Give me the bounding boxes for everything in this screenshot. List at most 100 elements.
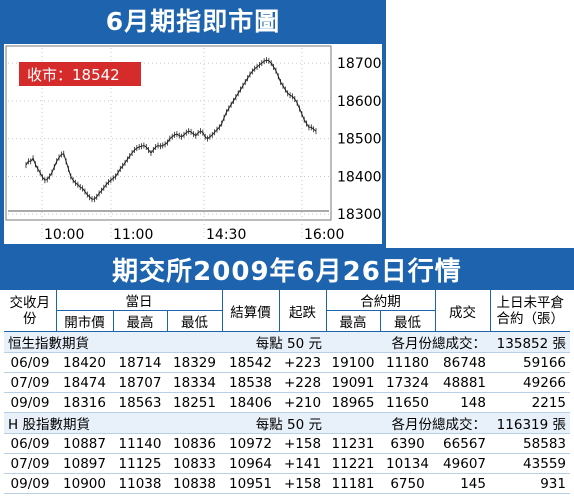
cell-open: 18474 — [56, 372, 113, 393]
section-total-label: 各月份總成交： — [326, 331, 490, 353]
header-contract-low: 最低 — [380, 310, 436, 332]
section-name: H 股指數期貨 — [4, 412, 222, 434]
header-delivery-month: 交收月份 — [4, 290, 57, 332]
cell-open-interest: 931 — [490, 473, 570, 494]
cell-settle: 18542 — [222, 352, 279, 373]
header-contract: 合約期 — [326, 290, 436, 311]
cell-contract-high: 11181 — [326, 473, 380, 494]
cell-open-interest: 58583 — [490, 433, 570, 454]
cell-contract-low: 17324 — [380, 372, 435, 393]
cell-open-interest: 59166 — [490, 352, 570, 373]
section-total-oi: 116319 張 — [490, 412, 570, 434]
chart-panel: 18700 18600 18500 18400 18300 10:00 11:00 14:3… — [0, 40, 386, 248]
cell-contract-high: 19091 — [326, 372, 380, 393]
header-open: 開市價 — [56, 310, 114, 332]
table-row: 06/09 10887 11140 10836 10972 +158 11231 6390 66… — [4, 433, 570, 454]
cell-change: +141 — [279, 453, 326, 474]
cell-high: 18563 — [113, 392, 167, 413]
cell-open: 18420 — [56, 352, 113, 373]
header-row-1: 交收月份 當日 結算價 起跌 合約期 成交 上日未平倉合約（張） — [4, 290, 570, 332]
cell-change: +158 — [279, 433, 326, 454]
cell-contract-low: 10134 — [380, 453, 435, 474]
cell-month: 06/09 — [4, 433, 56, 454]
cell-low: 10836 — [167, 433, 222, 454]
cell-high: 11038 — [113, 473, 167, 494]
cell-change: +158 — [279, 473, 326, 494]
cell-settle: 18538 — [222, 372, 279, 393]
y-tick-label: 18300 — [337, 207, 382, 223]
cell-low: 10838 — [167, 473, 222, 494]
section-header: 恒生指數期貨 每點 50 元各月份總成交： 135852 張 — [4, 331, 570, 353]
y-tick-label: 18400 — [337, 169, 382, 185]
futures-table: 交收月份 當日 結算價 起跌 合約期 成交 上日未平倉合約（張） 開市價 最高 … — [4, 290, 570, 494]
header-contract-high: 最高 — [326, 310, 381, 332]
price-line — [25, 59, 317, 200]
cell-volume: 49607 — [435, 453, 490, 474]
table-row: 09/09 18316 18563 18251 18406 +210 18965 11650 1… — [4, 392, 570, 413]
cell-settle: 10964 — [222, 453, 279, 474]
cell-high: 11140 — [113, 433, 167, 454]
y-tick-label: 18500 — [337, 132, 382, 148]
header-settle: 結算價 — [222, 290, 280, 332]
cell-contract-low: 11650 — [380, 392, 435, 413]
header-row-2: 開市價 最高 最低 最高 最低 — [4, 310, 570, 332]
table-title: 期交所2009年6月26日行情 — [0, 248, 574, 290]
cell-open: 10897 — [56, 453, 113, 474]
close-label: 收市：18542 — [27, 66, 120, 84]
section-name: 恒生指數期貨 — [4, 331, 222, 353]
cell-open-interest: 49266 — [490, 372, 570, 393]
x-tick-label: 11:00 — [113, 227, 153, 243]
table-row: 09/09 10900 11038 10838 10951 +158 11181 6750 14… — [4, 473, 570, 494]
cell-volume: 48881 — [435, 372, 490, 393]
cell-contract-high: 19100 — [326, 352, 380, 373]
x-tick-label: 10:00 — [44, 227, 84, 243]
section-per-point: 每點 50 元 — [222, 331, 326, 353]
cell-contract-high: 18965 — [326, 392, 380, 413]
cell-volume: 145 — [435, 473, 490, 494]
cell-contract-low: 11180 — [380, 352, 435, 373]
cell-volume: 148 — [435, 392, 490, 413]
header-low: 最低 — [167, 310, 223, 332]
section-header: H 股指數期貨 每點 50 元各月份總成交： 116319 張 — [4, 412, 570, 434]
y-tick-label: 18700 — [337, 56, 382, 72]
cell-month: 09/09 — [4, 473, 56, 494]
cell-open: 10887 — [56, 433, 113, 454]
header-change: 起跌 — [279, 290, 327, 332]
cell-settle: 18406 — [222, 392, 279, 413]
cell-open: 10900 — [56, 473, 113, 494]
table-row: 07/09 18474 18707 18334 18538 +228 19091 17324 4… — [4, 372, 570, 393]
header-day: 當日 — [56, 290, 223, 311]
cell-low: 18329 — [167, 352, 222, 373]
cell-low: 18251 — [167, 392, 222, 413]
x-tick-label: 16:00 — [304, 227, 344, 243]
section-per-point: 每點 50 元 — [222, 412, 326, 434]
cell-month: 06/09 — [4, 352, 56, 373]
cell-high: 11125 — [113, 453, 167, 474]
cell-volume: 66567 — [435, 433, 490, 454]
intraday-chart: 18700 18600 18500 18400 18300 10:00 11:00 14:3… — [5, 45, 382, 243]
cell-month: 09/09 — [4, 392, 56, 413]
cell-contract-low: 6750 — [380, 473, 435, 494]
chart-title: 6月期指即市圖 — [0, 0, 386, 40]
cell-contract-high: 11231 — [326, 433, 380, 454]
header-open-interest: 上日未平倉合約（張） — [490, 290, 570, 332]
cell-settle: 10951 — [222, 473, 279, 494]
cell-volume: 86748 — [435, 352, 490, 373]
cell-contract-low: 6390 — [380, 433, 435, 454]
cell-change: +223 — [279, 352, 326, 373]
cell-change: +228 — [279, 372, 326, 393]
cell-low: 10833 — [167, 453, 222, 474]
section-total-oi: 135852 張 — [490, 331, 570, 353]
y-tick-label: 18600 — [337, 94, 382, 110]
header-volume: 成交 — [435, 290, 491, 332]
x-tick-label: 14:30 — [206, 227, 246, 243]
table-row: 06/09 18420 18714 18329 18542 +223 19100 11180 8… — [4, 352, 570, 373]
cell-change: +210 — [279, 392, 326, 413]
cell-open: 18316 — [56, 392, 113, 413]
cell-low: 18334 — [167, 372, 222, 393]
cell-high: 18707 — [113, 372, 167, 393]
close-label-box — [19, 62, 141, 86]
cell-high: 18714 — [113, 352, 167, 373]
section-total-label: 各月份總成交： — [326, 412, 490, 434]
cell-contract-high: 11221 — [326, 453, 380, 474]
